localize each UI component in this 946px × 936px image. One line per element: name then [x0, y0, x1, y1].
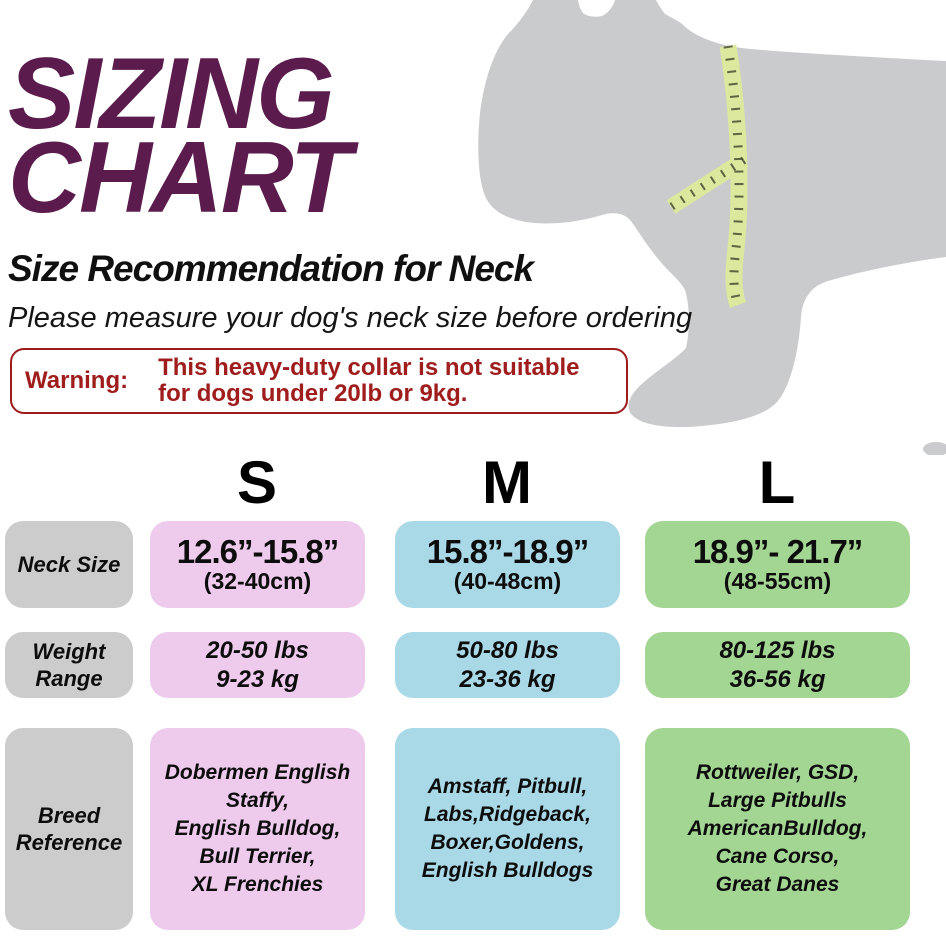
measure-note: Please measure your dog's neck size befo…: [8, 302, 693, 334]
warning-text: This heavy-duty collar is not suitable f…: [158, 355, 579, 407]
row-label-breed-reference: Breed Reference: [5, 728, 133, 930]
warning-text-line1: This heavy-duty collar is not suitable: [158, 354, 580, 381]
page-title: SIZING CHART: [8, 38, 488, 234]
dog-body-silhouette: [478, 0, 946, 428]
weight-cell-s: 20-50 lbs 9-23 kg: [150, 632, 365, 698]
size-header-s: S: [236, 448, 279, 516]
weight-cell-m: 50-80 lbs 23-36 kg: [395, 632, 620, 698]
weight-cell-l: 80-125 lbs 36-56 kg: [645, 632, 910, 698]
size-header-l: L: [758, 448, 797, 516]
dog-hind-paw: [923, 442, 946, 455]
dog-silhouette-with-tape-illustration: [478, 0, 946, 455]
page-title-line2: CHART: [8, 122, 352, 234]
neck-size-cell-l: 18.9”- 21.7” (48-55cm): [645, 521, 910, 608]
neck-size-cell-m: 15.8”-18.9” (40-48cm): [395, 521, 620, 608]
row-label-neck-size: Neck Size: [5, 521, 133, 608]
breed-cell-s: Dobermen English Staffy, English Bulldog…: [150, 728, 365, 930]
breed-cell-l: Rottweiler, GSD, Large Pitbulls American…: [645, 728, 910, 930]
neck-size-cell-s: 12.6”-15.8” (32-40cm): [150, 521, 365, 608]
subtitle: Size Recommendation for Neck: [8, 248, 534, 289]
warning-label: Warning:: [25, 367, 129, 394]
measuring-tape-ticks-branch: [668, 156, 747, 211]
warning-text-line2: for dogs under 20lb or 9kg.: [158, 380, 468, 407]
breed-cell-m: Amstaff, Pitbull, Labs,Ridgeback, Boxer,…: [395, 728, 620, 930]
size-header-m: M: [482, 448, 533, 516]
warning-box: Warning: This heavy-duty collar is not s…: [10, 348, 628, 414]
row-label-weight-range: Weight Range: [5, 632, 133, 698]
page-title-line1: SIZING: [8, 38, 335, 150]
measuring-tape-ticks-main: [723, 45, 744, 307]
